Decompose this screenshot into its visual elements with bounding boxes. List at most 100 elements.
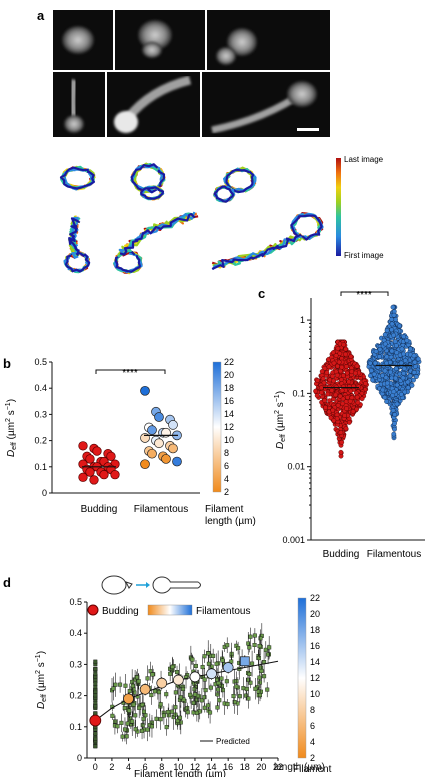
track-segment (130, 163, 166, 194)
raw-point (231, 694, 236, 699)
raw-point (232, 700, 237, 705)
data-point (337, 393, 343, 399)
microscopy-images (53, 10, 330, 137)
data-point (326, 364, 332, 370)
data-point (315, 378, 321, 383)
raw-point (203, 688, 208, 693)
y-tick-label: 0.1 (69, 722, 82, 732)
y-tick-label: 0 (42, 488, 47, 498)
track-segment (140, 186, 165, 200)
data-point (346, 419, 352, 425)
category-filamentous-label: Filamentous (134, 504, 188, 515)
raw-point (173, 705, 178, 710)
data-point (352, 370, 358, 376)
raw-point (256, 656, 261, 661)
cell-shape (216, 47, 236, 65)
raw-point (135, 675, 140, 680)
bin-marker (206, 668, 217, 680)
significance-bracket (340, 291, 389, 296)
raw-point (229, 651, 234, 656)
colorbar-tick-label: 22 (310, 593, 320, 603)
panel-b-chart: 0 0.1 0.2 0.3 0.4 0.5 Deff (µm2 s−1) **** Bud… (5, 357, 256, 527)
raw-point (185, 706, 190, 711)
data-point (401, 351, 406, 357)
y-tick-label: 0.5 (34, 357, 47, 367)
raw-point (193, 663, 198, 668)
bin-marker (156, 677, 168, 689)
raw-point (145, 727, 150, 732)
raw-point (193, 692, 198, 697)
data-point (329, 388, 335, 393)
raw-point (185, 710, 190, 715)
bin-marker (189, 671, 201, 683)
colorbar-tick-label: 14 (310, 657, 320, 667)
colorbar-tick-label: 10 (224, 435, 234, 445)
data-point (398, 391, 404, 397)
raw-point (265, 687, 270, 692)
data-point (333, 392, 338, 398)
data-point (342, 413, 347, 418)
raw-point (170, 664, 175, 669)
data-point (384, 360, 389, 366)
raw-point (236, 646, 241, 651)
raw-point (158, 702, 163, 707)
colorbar-tick-label: 20 (310, 609, 320, 619)
y-tick-label: 0.01 (287, 462, 305, 472)
raw-point (173, 690, 178, 695)
raw-point-budding (93, 736, 98, 741)
raw-point (246, 641, 251, 646)
data-point (331, 378, 336, 384)
raw-point (248, 680, 253, 685)
data-point (393, 366, 399, 372)
panel-b-ylabel: Deff (µm2 s−1) (5, 399, 18, 457)
raw-point (133, 727, 138, 732)
data-point (354, 363, 360, 369)
filamentous-point (147, 448, 157, 459)
data-point (330, 407, 336, 413)
colorbar-tick-label: 2 (310, 753, 315, 763)
data-point (370, 377, 375, 383)
data-point (389, 321, 395, 327)
colorbar-tick-label: 16 (310, 641, 320, 651)
scale-bar (297, 128, 319, 131)
raw-point (175, 670, 180, 675)
raw-point (149, 724, 154, 729)
bin-marker (139, 684, 151, 695)
raw-point (118, 682, 123, 687)
raw-point (130, 719, 135, 724)
budding-point (85, 467, 95, 477)
data-point (320, 376, 326, 382)
cell-shape (287, 81, 317, 107)
budding-point (92, 446, 102, 456)
data-point (372, 360, 378, 366)
category-budding-label: Budding (323, 549, 360, 560)
colorbar-tick-label: 4 (310, 737, 315, 747)
data-point (331, 360, 337, 366)
raw-point (115, 724, 120, 729)
raw-point (149, 693, 154, 698)
budding-point (85, 454, 95, 464)
data-point (318, 385, 324, 391)
data-point (330, 373, 335, 379)
panel-d-ylabel: Deff (µm2 s−1) (35, 651, 48, 709)
colorbar-top-label: Last image (344, 155, 384, 164)
data-point (336, 359, 342, 365)
raw-point (113, 682, 118, 687)
colorbar-label-line1: Filament (293, 764, 332, 775)
trajectory-tracks (59, 162, 324, 275)
colorbar-tick-label: 20 (224, 370, 234, 380)
y-tick-label: 0.4 (34, 383, 47, 393)
raw-point (125, 721, 130, 726)
track-segment (211, 233, 302, 271)
data-point (334, 372, 340, 378)
filamentous-point (140, 459, 150, 470)
raw-point (158, 717, 163, 722)
data-point (392, 421, 397, 426)
significance-stars: **** (356, 290, 372, 301)
bin-marker (222, 662, 234, 673)
track-segment (59, 166, 95, 190)
raw-point (119, 720, 124, 725)
panel-d-chart: 0 0.1 0.2 0.3 0.4 0.5 0 2 4 6 8 10 12 14 16 18 20 22 Deff… (35, 593, 332, 777)
data-point (318, 390, 324, 395)
colorbar-tick-label: 14 (224, 409, 234, 419)
